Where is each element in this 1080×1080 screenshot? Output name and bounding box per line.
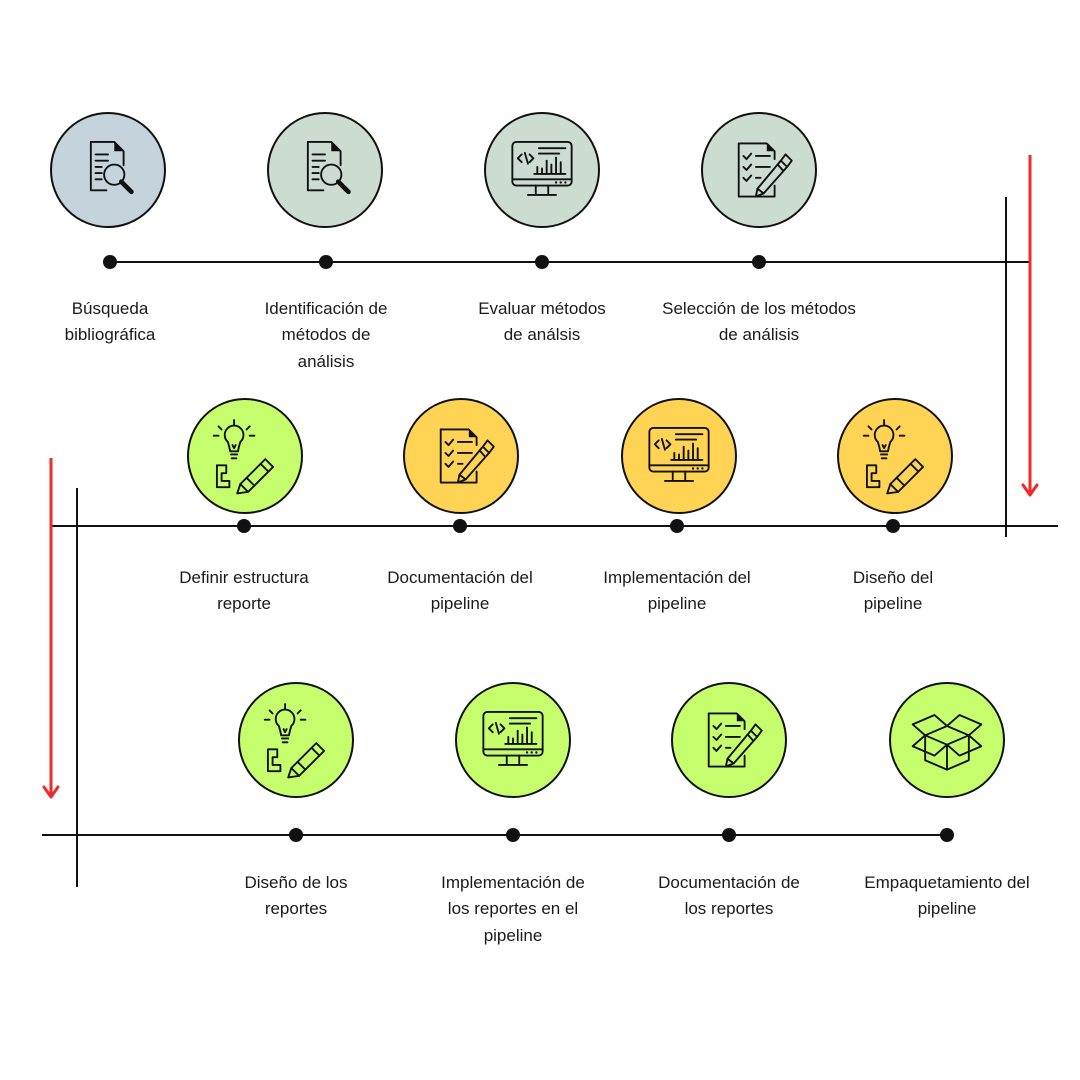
- step-circle: [267, 112, 383, 228]
- document-search-icon: [89, 140, 134, 195]
- step-label: Empaquetamiento del pipeline: [847, 870, 1047, 923]
- monitor-code-chart-icon: [648, 426, 710, 482]
- step-label: Selección de los métodos de análisis: [659, 296, 859, 349]
- step-label-line: Documentación de: [658, 873, 800, 892]
- step-circle: [238, 682, 354, 798]
- step-label-line: Empaquetamiento del: [864, 873, 1030, 892]
- step-label: Implementación del pipeline: [577, 565, 777, 618]
- step-label-line: Documentación del: [387, 568, 533, 587]
- timeline-dot: [237, 519, 251, 533]
- timeline-dot: [103, 255, 117, 269]
- step-label: Definir estructura reporte: [144, 565, 344, 618]
- step-label: Búsqueda bibliográfica: [10, 296, 210, 349]
- step-label-line: Diseño del: [852, 568, 934, 587]
- step-circle: [621, 398, 737, 514]
- step-label-line: pipeline: [483, 925, 543, 945]
- checklist-pen-icon: [707, 712, 763, 768]
- step-circle: [403, 398, 519, 514]
- document-search-icon: [306, 140, 351, 195]
- timeline-dot: [670, 519, 684, 533]
- step-circle: [187, 398, 303, 514]
- step-label-line: análisis: [297, 351, 355, 371]
- step-label-line: reporte: [217, 594, 271, 614]
- timeline-dot: [535, 255, 549, 269]
- idea-sketch-icon: [263, 703, 326, 779]
- timeline-dot: [506, 828, 520, 842]
- step-label-line: los reportes en el: [447, 899, 579, 919]
- step-label-line: Selección de los métodos: [662, 299, 856, 318]
- step-circle: [889, 682, 1005, 798]
- step-label: Implementación de los reportes en el pipel…: [413, 870, 613, 949]
- step-circle: [455, 682, 571, 798]
- step-circle: [484, 112, 600, 228]
- step-label-line: pipeline: [863, 594, 923, 614]
- step-label: Identificación de métodos de análisis: [226, 296, 426, 375]
- step-label: Diseño del pipeline: [793, 565, 993, 618]
- step-circle: [671, 682, 787, 798]
- timeline-dot: [319, 255, 333, 269]
- step-label-line: pipeline: [917, 899, 977, 919]
- checklist-pen-icon: [737, 142, 793, 198]
- step-label-line: Diseño de los: [244, 873, 348, 892]
- step-label-line: Búsqueda: [71, 299, 149, 318]
- timeline-dot: [752, 255, 766, 269]
- down-arrow: [1021, 155, 1039, 497]
- step-circle: [50, 112, 166, 228]
- step-label-line: los reportes: [684, 899, 774, 919]
- timeline-dot: [722, 828, 736, 842]
- timeline-dot: [886, 519, 900, 533]
- step-label-line: Evaluar métodos: [478, 299, 606, 318]
- timeline-dot: [940, 828, 954, 842]
- step-circle: [837, 398, 953, 514]
- monitor-code-chart-icon: [511, 140, 573, 196]
- step-label-line: Definir estructura: [179, 568, 309, 587]
- step-label: Documentación del pipeline: [360, 565, 560, 618]
- step-label-line: bibliográfica: [64, 325, 156, 345]
- step-label-line: pipeline: [430, 594, 490, 614]
- step-label-line: reportes: [264, 899, 328, 919]
- idea-sketch-icon: [212, 419, 275, 495]
- step-label-line: pipeline: [647, 594, 707, 614]
- step-label-line: Implementación del: [603, 568, 751, 587]
- step-label-line: Implementación de: [441, 873, 585, 892]
- timeline-dot: [453, 519, 467, 533]
- monitor-code-chart-icon: [482, 710, 544, 766]
- timeline-dot: [289, 828, 303, 842]
- step-label-line: de análisis: [718, 325, 800, 345]
- step-label: Documentación de los reportes: [629, 870, 829, 923]
- step-circle: [701, 112, 817, 228]
- idea-sketch-icon: [862, 419, 925, 495]
- checklist-pen-icon: [439, 428, 495, 484]
- step-label: Diseño de los reportes: [196, 870, 396, 923]
- step-label-line: métodos de: [281, 325, 371, 345]
- step-label: Evaluar métodos de análsis: [442, 296, 642, 349]
- down-arrow: [42, 458, 60, 799]
- open-box-icon: [911, 714, 983, 771]
- step-label-line: Identificación de: [264, 299, 388, 318]
- step-label-line: de análsis: [503, 325, 581, 345]
